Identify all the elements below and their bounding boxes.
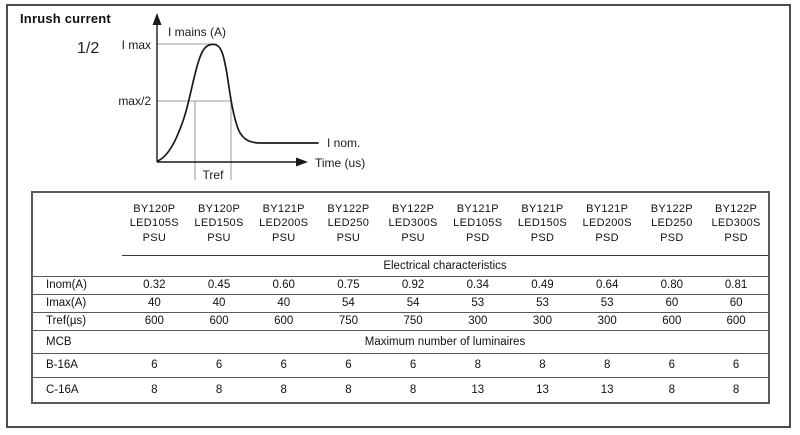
cell: 53 [445, 294, 511, 313]
cell: 60 [639, 294, 705, 313]
col-header: BY122P LED250 PSU [316, 192, 381, 256]
y-axis-arrow-icon [152, 13, 162, 25]
col-header: BY121P LED200S PSD [574, 192, 640, 256]
cell: 6 [186, 353, 252, 378]
row-label: Imax(A) [32, 294, 122, 313]
cell: 54 [380, 294, 446, 313]
table-header-row: BY120P LED105S PSU BY120P LED150S PSU BY… [32, 192, 769, 256]
col-header: BY120P LED150S PSU [186, 192, 252, 256]
section-row-electrical: Electrical characteristics [32, 255, 769, 277]
table-row-imax: Imax(A) 40 40 40 54 54 53 53 53 60 60 [32, 294, 769, 313]
cell: 0.81 [704, 276, 769, 295]
cell: 8 [215, 383, 223, 396]
cell: 600 [639, 312, 705, 331]
imax-label: I max [122, 38, 151, 52]
cell: 40 [122, 294, 187, 313]
col-header: BY122P LED250 PSD [639, 192, 705, 256]
electrical-characteristics-table: BY120P LED105S PSU BY120P LED150S PSU BY… [31, 191, 770, 404]
cell: 6 [316, 353, 381, 378]
tref-label: Tref [203, 168, 225, 182]
cell: 0.34 [445, 276, 511, 295]
cell: 300 [445, 312, 511, 331]
table-row-inom: Inom(A) 0.32 0.45 0.60 0.75 0.92 0.34 0.… [32, 276, 769, 295]
col-header: BY122P LED300S PSD [704, 192, 769, 256]
table-row-b16a: B-16A 6 6 6 6 6 8 8 8 6 6 [32, 353, 769, 378]
cell: 8 [409, 383, 417, 396]
cell: 750 [316, 312, 381, 331]
cell: 8 [668, 383, 676, 396]
row-label: C-16A [46, 383, 79, 396]
cell: 13 [600, 383, 614, 396]
cell: 8 [280, 383, 287, 396]
cell: 300 [574, 312, 640, 331]
cell: 0.92 [380, 276, 446, 295]
cell: 600 [122, 312, 187, 331]
row-label: B-16A [32, 353, 122, 378]
cell: 6 [251, 353, 317, 378]
cell: 8 [345, 383, 352, 396]
fraction-label: 1/2 [77, 40, 100, 57]
col-header: BY120P LED105S PSU [122, 192, 187, 256]
section-title-luminaires: Maximum number of luminaires [122, 330, 769, 354]
row-label: Inom(A) [32, 276, 122, 295]
cell: 0.75 [316, 276, 381, 295]
cell: 6 [639, 353, 705, 378]
mcb-label: MCB [32, 330, 122, 354]
header-spacer-cell [32, 192, 122, 255]
section-row-mcb: MCB Maximum number of luminaires [32, 330, 769, 354]
cell: 13 [471, 383, 485, 396]
table-row-c16a: C-16A 8 8 8 8 8 13 13 13 8 8 [32, 377, 769, 403]
cell: 0.64 [574, 276, 640, 295]
cell: 8 [732, 383, 740, 396]
section-spacer-cell [32, 255, 122, 277]
cell: 0.49 [510, 276, 575, 295]
col-header: BY121P LED150S PSD [510, 192, 575, 256]
x-axis-arrow-icon [296, 157, 308, 167]
cell: 600 [186, 312, 252, 331]
cell: 8 [151, 383, 158, 396]
col-header: BY121P LED105S PSD [445, 192, 511, 256]
col-header: BY121P LED200S PSU [251, 192, 317, 256]
cell: 0.60 [251, 276, 317, 295]
cell: 6 [380, 353, 446, 378]
cell: 40 [251, 294, 317, 313]
inrush-current-graph: I mains (A) I max max/2 I nom. Time (us)… [118, 13, 365, 182]
cell: 53 [510, 294, 575, 313]
cell: 750 [380, 312, 446, 331]
page-title: Inrush current [20, 11, 111, 26]
cell: 8 [510, 353, 575, 378]
col-header: BY122P LED300S PSU [380, 192, 446, 256]
cell: 600 [251, 312, 317, 331]
cell: 8 [445, 353, 511, 378]
cell: 0.32 [122, 276, 187, 295]
halfmax-label: max/2 [118, 94, 151, 108]
row-label: Tref(µs) [32, 312, 122, 331]
cell: 54 [316, 294, 381, 313]
cell: 8 [574, 353, 640, 378]
cell: 60 [704, 294, 769, 313]
table-row-tref: Tref(µs) 600 600 600 750 750 300 300 300… [32, 312, 769, 331]
y-axis-label: I mains (A) [168, 25, 226, 39]
cell: 53 [574, 294, 640, 313]
inrush-curve [157, 43, 319, 162]
cell: 600 [704, 312, 769, 331]
x-axis-label: Time (us) [315, 156, 365, 170]
cell: 13 [536, 383, 549, 396]
cell: 6 [122, 353, 187, 378]
cell: 300 [510, 312, 575, 331]
cell: 0.45 [186, 276, 252, 295]
cell: 40 [186, 294, 252, 313]
inom-label: I nom. [327, 136, 360, 150]
cell: 6 [704, 353, 769, 378]
cell: 0.80 [639, 276, 705, 295]
section-title-electrical: Electrical characteristics [122, 255, 769, 277]
